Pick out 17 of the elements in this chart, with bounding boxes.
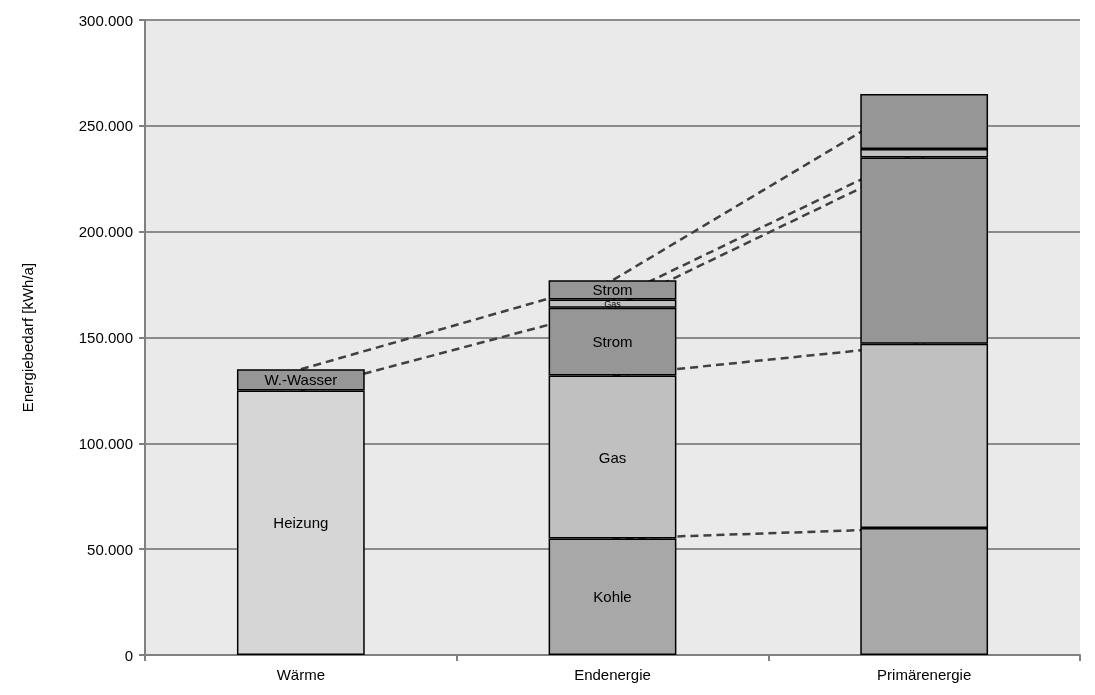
y-tick-label: 200.000: [78, 223, 133, 241]
y-tick-label: 100.000: [78, 434, 133, 452]
x-tick-label: Primärenergie: [877, 666, 972, 683]
y-tick-label: 50.000: [87, 540, 133, 558]
y-axis-title: Energiebedarf [kWh/a]: [19, 262, 36, 413]
y-tick-label: 150.000: [78, 329, 133, 346]
y-tick-label: 300.000: [78, 11, 133, 29]
y-tick-label: 250.000: [78, 117, 133, 135]
x-tick-label: Wärme: [276, 666, 326, 683]
data-label: Gas: [598, 448, 627, 466]
data-label: Strom: [592, 333, 633, 351]
data-label: Kohle: [593, 588, 632, 606]
y-tick-label: 0: [124, 646, 133, 664]
data-label: Strom: [592, 281, 633, 299]
x-tick-label: Endenergie: [574, 666, 651, 683]
data-label: Heizung: [273, 514, 329, 532]
data-label: W.-Wasser: [264, 371, 338, 389]
